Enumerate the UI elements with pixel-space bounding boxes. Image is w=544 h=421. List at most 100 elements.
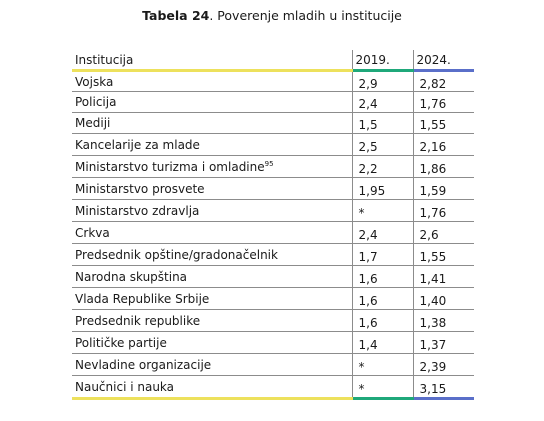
footnote-marker: 95 bbox=[264, 159, 274, 168]
value-2024-text: 1,59 bbox=[419, 183, 447, 198]
table-caption: Tabela 24. Poverenje mladih u institucij… bbox=[0, 8, 544, 24]
institution-name: Naučnici i nauka bbox=[72, 375, 352, 400]
value-2024: 1,41 bbox=[412, 265, 474, 288]
table-row: Ministarstvo turizma i omladine95 2,2 1,… bbox=[72, 155, 474, 178]
table-row: Ministarstvo zdravlja * 1,76 bbox=[72, 199, 474, 222]
institution-name: Kancelarije za mlade bbox=[72, 133, 352, 156]
value-2019: 1,6 bbox=[351, 287, 413, 310]
value-2019-text: 2,5 bbox=[358, 139, 378, 154]
value-2024: 1,55 bbox=[412, 112, 474, 134]
table-row: Vlada Republike Srbije 1,6 1,40 bbox=[72, 287, 474, 310]
value-2019-text: 2,9 bbox=[358, 76, 378, 91]
value-2019: 1,6 bbox=[351, 265, 413, 288]
value-2019-text: * bbox=[358, 359, 365, 374]
table-row: Narodna skupština 1,6 1,41 bbox=[72, 265, 474, 288]
institution-name: Narodna skupština bbox=[72, 265, 352, 288]
institution-name: Ministarstvo turizma i omladine95 bbox=[72, 155, 352, 178]
value-2024: 1,86 bbox=[412, 155, 474, 178]
header-institution: Institucija bbox=[72, 50, 352, 72]
value-2019: * bbox=[351, 353, 413, 376]
value-2019: 2,4 bbox=[351, 221, 413, 244]
value-2019-text: 1,95 bbox=[358, 183, 386, 198]
table-body: Vojska 2,9 2,82 Policija 2,4 1,76 Mediji… bbox=[72, 70, 474, 400]
value-2019: 1,7 bbox=[351, 243, 413, 266]
value-2019: 1,95 bbox=[351, 177, 413, 200]
table-row: Mediji 1,5 1,55 bbox=[72, 112, 474, 134]
value-2019-text: 2,4 bbox=[358, 227, 378, 242]
value-2019-text: * bbox=[358, 381, 365, 396]
value-2024: 2,82 bbox=[412, 70, 474, 92]
value-2024-text: 1,55 bbox=[419, 249, 447, 264]
value-2019-text: * bbox=[358, 205, 365, 220]
value-2019: 1,6 bbox=[351, 309, 413, 332]
value-2019: 1,5 bbox=[351, 112, 413, 134]
header-row: Institucija 2019. 2024. bbox=[72, 50, 474, 72]
value-2024: 1,76 bbox=[412, 199, 474, 222]
table-row: Predsednik opštine/gradonačelnik 1,7 1,5… bbox=[72, 243, 474, 266]
table-row: Ministarstvo prosvete 1,95 1,59 bbox=[72, 177, 474, 200]
value-2024: 1,59 bbox=[412, 177, 474, 200]
value-2019-text: 1,5 bbox=[358, 118, 378, 132]
value-2024: 1,40 bbox=[412, 287, 474, 310]
value-2019: 2,4 bbox=[351, 91, 413, 113]
institution-name: Nevladine organizacije bbox=[72, 353, 352, 376]
value-2024-text: 1,55 bbox=[419, 118, 447, 132]
value-2024: 1,76 bbox=[412, 91, 474, 113]
value-2019-text: 1,4 bbox=[358, 337, 378, 352]
value-2024-text: 2,39 bbox=[419, 359, 447, 374]
value-2019-text: 1,6 bbox=[358, 293, 378, 308]
table-row: Predsednik republike 1,6 1,38 bbox=[72, 309, 474, 332]
value-2019: * bbox=[351, 375, 413, 400]
value-2024-text: 1,86 bbox=[419, 161, 447, 176]
value-2019-text: 1,6 bbox=[358, 315, 378, 330]
institution-name: Mediji bbox=[72, 112, 352, 134]
value-2024-text: 1,76 bbox=[419, 97, 447, 111]
value-2019: 2,5 bbox=[351, 133, 413, 156]
institution-name: Vojska bbox=[72, 70, 352, 92]
table-header: Institucija 2019. 2024. bbox=[72, 50, 474, 72]
value-2024-text: 1,41 bbox=[419, 271, 447, 286]
value-2024: 1,55 bbox=[412, 243, 474, 266]
institution-name: Predsednik opštine/gradonačelnik bbox=[72, 243, 352, 266]
value-2024: 2,16 bbox=[412, 133, 474, 156]
table-row: Političke partije 1,4 1,37 bbox=[72, 331, 474, 354]
trust-table-container: Institucija 2019. 2024. Vojska 2,9 2,82 … bbox=[72, 50, 474, 400]
table-row: Policija 2,4 1,76 bbox=[72, 91, 474, 113]
table-row: Kancelarije za mlade 2,5 2,16 bbox=[72, 133, 474, 156]
table-caption-text: . Poverenje mladih u institucije bbox=[209, 8, 402, 23]
value-2024: 3,15 bbox=[412, 375, 474, 400]
institution-name: Ministarstvo zdravlja bbox=[72, 199, 352, 222]
value-2019-text: 2,2 bbox=[358, 161, 378, 176]
value-2019: 2,2 bbox=[351, 155, 413, 178]
value-2019-text: 1,6 bbox=[358, 271, 378, 286]
header-year-2019: 2019. bbox=[351, 50, 413, 72]
value-2019: * bbox=[351, 199, 413, 222]
value-2024-text: 1,40 bbox=[419, 293, 447, 308]
institution-name: Predsednik republike bbox=[72, 309, 352, 332]
value-2019: 1,4 bbox=[351, 331, 413, 354]
value-2024: 1,37 bbox=[412, 331, 474, 354]
institution-name: Ministarstvo prosvete bbox=[72, 177, 352, 200]
value-2024-text: 1,76 bbox=[419, 205, 447, 220]
trust-table: Institucija 2019. 2024. Vojska 2,9 2,82 … bbox=[72, 50, 474, 400]
value-2024-text: 1,38 bbox=[419, 315, 447, 330]
value-2024: 1,38 bbox=[412, 309, 474, 332]
value-2024: 2,39 bbox=[412, 353, 474, 376]
institution-name: Političke partije bbox=[72, 331, 352, 354]
institution-name-text: Ministarstvo turizma i omladine bbox=[75, 159, 265, 174]
institution-name: Crkva bbox=[72, 221, 352, 244]
value-2019-text: 1,7 bbox=[358, 249, 378, 264]
header-year-2024: 2024. bbox=[412, 50, 474, 72]
table-row: Naučnici i nauka * 3,15 bbox=[72, 375, 474, 400]
value-2019: 2,9 bbox=[351, 70, 413, 92]
institution-name: Policija bbox=[72, 91, 352, 113]
institution-name: Vlada Republike Srbije bbox=[72, 287, 352, 310]
table-row: Nevladine organizacije * 2,39 bbox=[72, 353, 474, 376]
value-2024-text: 2,16 bbox=[419, 139, 447, 154]
value-2024-text: 1,37 bbox=[419, 337, 447, 352]
table-row: Vojska 2,9 2,82 bbox=[72, 70, 474, 92]
value-2024: 2,6 bbox=[412, 221, 474, 244]
table-caption-label: Tabela 24 bbox=[142, 8, 210, 23]
value-2024-text: 2,6 bbox=[419, 227, 439, 242]
value-2019-text: 2,4 bbox=[358, 97, 378, 111]
